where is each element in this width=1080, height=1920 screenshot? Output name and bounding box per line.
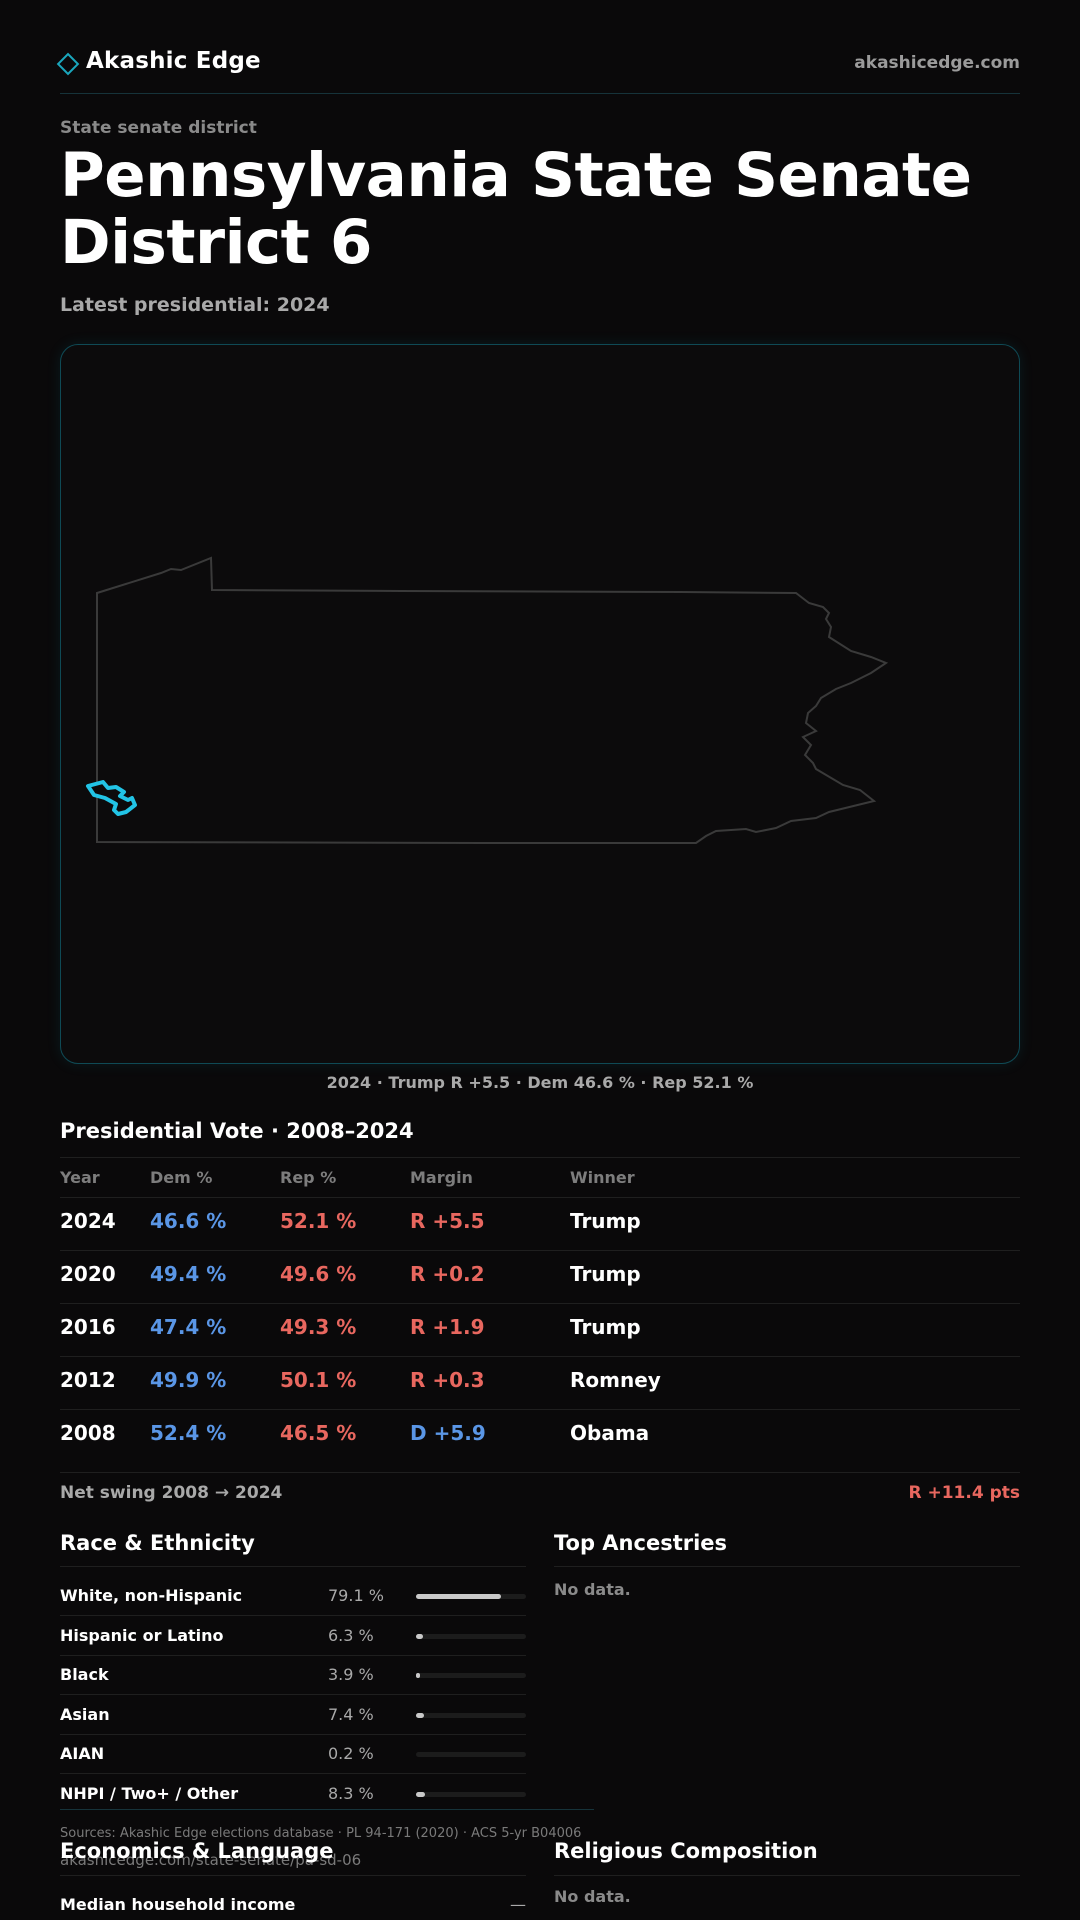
col-winner: Winner	[570, 1168, 635, 1187]
vote-cell-winner: Trump	[570, 1209, 641, 1233]
page-title: Pennsylvania State Senate District 6	[60, 140, 972, 278]
religion-rule	[554, 1875, 1020, 1876]
religion-heading: Religious Composition	[554, 1839, 818, 1863]
vote-cell-year: 2008	[60, 1421, 116, 1445]
vote-cell-winner: Obama	[570, 1421, 650, 1445]
race-row-label: White, non-Hispanic	[60, 1586, 243, 1605]
race-row-value: 0.2 %	[328, 1744, 374, 1763]
sources-text: Sources: Akashic Edge elections database…	[60, 1826, 582, 1841]
swing-rule	[60, 1472, 1020, 1473]
vote-row-rule	[60, 1303, 1020, 1304]
col-year: Year	[60, 1168, 100, 1187]
race-row-label: Hispanic or Latino	[60, 1625, 224, 1645]
race-row-bar	[416, 1712, 526, 1718]
race-row-bar-fill	[416, 1594, 501, 1599]
race-row-bar	[416, 1791, 526, 1797]
vote-cell-margin: D +5.9	[410, 1421, 486, 1445]
vote-cell-winner: Trump	[570, 1315, 641, 1339]
vote-row-rule	[60, 1356, 1020, 1357]
vote-cell-year: 2016	[60, 1315, 116, 1339]
median-income-label: Median household income	[60, 1895, 296, 1914]
vote-cell-margin: R +0.2	[410, 1262, 485, 1286]
race-row-rule	[60, 1694, 526, 1695]
footer-divider	[60, 1809, 594, 1810]
race-row-bar-fill	[416, 1673, 420, 1678]
latest-presidential-label: Latest presidential: 2024	[60, 294, 330, 316]
map-caption: 2024 · Trump R +5.5 · Dem 46.6 % · Rep 5…	[326, 1073, 754, 1092]
race-row-rule	[60, 1733, 526, 1735]
net-swing-label: Net swing 2008 → 2024	[60, 1483, 283, 1503]
race-row-label: NHPI / Two+ / Other	[60, 1783, 239, 1803]
vote-cell-year: 2012	[60, 1368, 116, 1392]
economics-rule	[60, 1875, 526, 1876]
race-row-value: 8.3 %	[328, 1783, 374, 1803]
economics-heading: Economics & Language	[60, 1839, 334, 1863]
race-row-bar	[416, 1673, 526, 1678]
col-margin: Margin	[410, 1168, 473, 1187]
race-row-label: Black	[60, 1665, 109, 1684]
vote-table-heading: Presidential Vote · 2008–2024	[60, 1119, 414, 1143]
state-outline-map	[86, 556, 889, 844]
district-map	[60, 344, 1020, 1064]
vote-cell-rep: 46.5 %	[280, 1421, 357, 1445]
vote-cell-dem: 47.4 %	[150, 1315, 227, 1339]
vote-cell-dem: 49.9 %	[150, 1368, 227, 1392]
brand-name[interactable]: Akashic Edge	[86, 48, 261, 74]
vote-cell-year: 2024	[60, 1209, 116, 1233]
race-row-value: 3.9 %	[328, 1665, 374, 1684]
col-rep: Rep %	[280, 1168, 337, 1187]
vote-cell-year: 2020	[60, 1262, 116, 1286]
brand-logo-icon	[56, 52, 80, 76]
net-swing-value: R +11.4 pts	[908, 1483, 1020, 1503]
vote-cell-dem: 52.4 %	[150, 1421, 227, 1445]
race-row-rule	[60, 1773, 526, 1774]
race-row-rule	[60, 1654, 526, 1656]
pennsylvania-outline	[96, 556, 889, 844]
vote-cell-rep: 52.1 %	[280, 1209, 357, 1233]
race-row-bar	[416, 1752, 526, 1757]
race-row-value: 6.3 %	[328, 1625, 374, 1645]
race-row-bar	[416, 1633, 526, 1639]
vote-row-rule	[60, 1409, 1020, 1410]
ancestries-heading: Top Ancestries	[554, 1531, 728, 1555]
race-rule	[60, 1566, 526, 1567]
ancestries-empty: No data.	[554, 1580, 631, 1599]
vote-header-rule	[60, 1197, 1020, 1198]
race-row-bar-fill	[416, 1712, 424, 1718]
race-row-rule	[60, 1615, 526, 1616]
race-row-value: 79.1 %	[328, 1586, 384, 1605]
religion-empty: No data.	[554, 1887, 631, 1906]
vote-cell-dem: 46.6 %	[150, 1209, 227, 1233]
vote-cell-rep: 49.3 %	[280, 1315, 357, 1339]
race-row-bar-fill	[416, 1633, 423, 1639]
vote-cell-winner: Romney	[570, 1368, 661, 1392]
vote-cell-rep: 49.6 %	[280, 1262, 357, 1286]
ancestries-rule	[554, 1566, 1020, 1567]
district-6-highlight	[86, 780, 137, 816]
race-row-bar-fill	[416, 1791, 425, 1797]
race-row-bar	[416, 1594, 526, 1599]
vote-cell-margin: R +5.5	[410, 1209, 485, 1233]
median-income-value: —	[510, 1895, 526, 1914]
vote-cell-dem: 49.4 %	[150, 1262, 227, 1286]
vote-table-rule	[60, 1157, 1020, 1158]
race-row-label: Asian	[60, 1704, 110, 1724]
vote-cell-winner: Trump	[570, 1262, 641, 1286]
page-url[interactable]: akashicedge.com/state-senate/pa-sd-06	[60, 1851, 362, 1869]
vote-cell-margin: R +0.3	[410, 1368, 485, 1392]
district-type-label: State senate district	[60, 118, 257, 138]
vote-cell-margin: R +1.9	[410, 1315, 485, 1339]
race-heading: Race & Ethnicity	[60, 1531, 255, 1555]
vote-cell-rep: 50.1 %	[280, 1368, 357, 1392]
race-row-value: 7.4 %	[328, 1704, 374, 1724]
vote-row-rule	[60, 1250, 1020, 1251]
site-link[interactable]: akashicedge.com	[854, 53, 1020, 73]
header-divider	[60, 93, 1020, 94]
col-dem: Dem %	[150, 1168, 213, 1187]
race-row-label: AIAN	[60, 1744, 105, 1763]
